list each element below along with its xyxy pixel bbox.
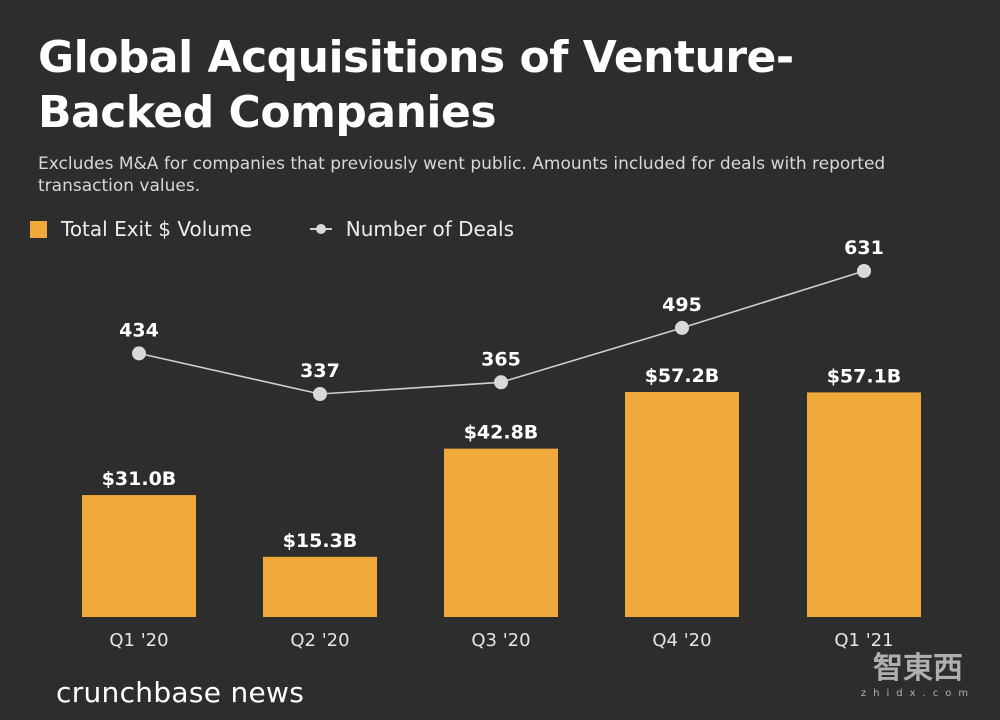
bar-value-label: $15.3B [283, 530, 358, 552]
deals-point [675, 320, 689, 335]
legend-line-swatch [309, 223, 332, 235]
bar-2 [263, 556, 377, 617]
legend-bar-label: Total Exit $ Volume [61, 217, 252, 241]
bar-3 [444, 448, 558, 617]
x-tick-label: Q2 '20 [290, 630, 349, 651]
legend-item-exit-volume: Total Exit $ Volume [30, 217, 252, 241]
brand-logo-text: crunchbase news [56, 676, 305, 709]
watermark: 智東西 zhidx.com [853, 650, 983, 712]
deals-value-label: 434 [119, 319, 159, 341]
bar-1 [82, 495, 196, 617]
legend-bar-swatch [30, 220, 47, 238]
deals-point [857, 264, 871, 278]
bar-value-label: $31.0B [102, 468, 177, 490]
bar-value-label: $57.2B [645, 365, 720, 387]
x-tick-label: Q1 '20 [109, 630, 168, 651]
deals-point [132, 346, 146, 361]
deals-value-label: 337 [300, 360, 340, 382]
bar-value-label: $57.1B [827, 365, 902, 387]
watermark-cn: 智東西 [873, 651, 963, 686]
deals-value-label: 365 [481, 348, 521, 370]
x-tick-label: Q4 '20 [652, 630, 711, 651]
x-tick-label: Q1 '21 [834, 630, 893, 651]
deals-value-label: 631 [844, 237, 884, 259]
bar-5 [807, 392, 921, 617]
deals-point [494, 375, 508, 390]
bar-4 [625, 392, 739, 617]
watermark-en: zhidx.com [860, 688, 976, 699]
chart-legend: Total Exit $ Volume Number of Deals [30, 214, 572, 244]
bar-value-label: $42.8B [464, 422, 539, 444]
chart-title: Global Acquisitions of Venture-Backed Co… [38, 32, 794, 138]
chart-subtitle: Excludes M&A for companies that previous… [38, 154, 886, 196]
deals-value-label: 495 [662, 294, 702, 316]
deals-point [313, 387, 327, 401]
x-tick-label: Q3 '20 [471, 630, 530, 651]
legend-line-label: Number of Deals [345, 217, 515, 241]
legend-item-deal-count: Number of Deals [309, 217, 515, 241]
